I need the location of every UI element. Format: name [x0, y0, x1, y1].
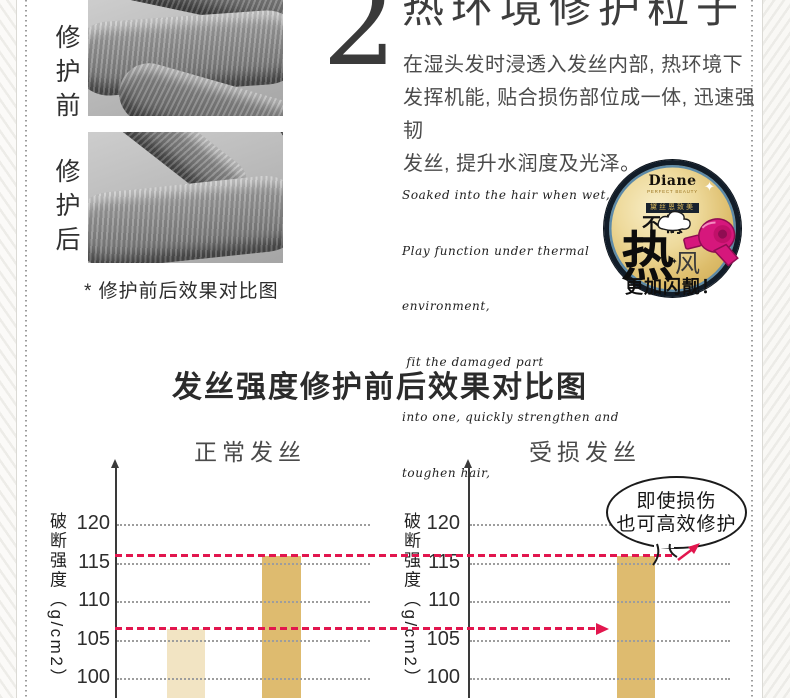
sparkle-icon: ✦: [704, 179, 715, 194]
hair-after-image: [88, 132, 283, 263]
gridline: [117, 639, 370, 642]
chart-subtitle-damaged: 受损发丝: [529, 439, 641, 465]
gridline: [117, 562, 370, 565]
gridline: [470, 678, 730, 680]
body-line: 在湿头发时浸透入发丝内部, 热环境下: [403, 54, 744, 76]
y-axis-arrow-icon: [111, 459, 120, 468]
after-label: 修护后: [52, 158, 80, 260]
diane-logo: Diane PERFECT BEAUTY 黛丝恩致美: [609, 173, 736, 214]
reference-line: [115, 627, 596, 631]
y-tick-label: 110: [78, 589, 110, 611]
hair-before-image: [88, 0, 283, 116]
left-dotted-border: [25, 0, 27, 698]
y-tick-label: 120: [426, 512, 460, 534]
red-up-right-arrow-icon: [677, 543, 700, 561]
brand-chinese: 黛丝恩致美: [646, 202, 699, 213]
bar: [262, 555, 301, 698]
y-axis-label: 破断强度（g/cm2）: [47, 512, 66, 688]
reference-line: [115, 554, 672, 558]
badge-text-bottom: 更加闪靓！: [625, 277, 720, 297]
brand-subtitle: PERFECT BEAUTY: [647, 190, 698, 195]
gridline: [117, 601, 370, 603]
bubble-line: 也可高效修护: [616, 513, 737, 535]
bubble-tail: [652, 543, 678, 566]
right-solid-border: [762, 0, 763, 698]
bar: [617, 555, 655, 698]
brand-name: Diane: [648, 173, 697, 189]
body-line: 发挥机能, 贴合损伤部位成一体, 迅速强韧: [403, 87, 756, 142]
y-axis-arrow-icon: [464, 459, 473, 468]
gridline: [470, 524, 730, 526]
y-tick-label: 120: [76, 512, 110, 534]
badge-text-wind: 风: [675, 250, 701, 278]
bubble-line: 即使损伤: [636, 490, 717, 512]
gridline: [117, 524, 370, 526]
sparkle-icon: ✦: [671, 257, 678, 266]
y-axis: [115, 468, 117, 698]
gridline: [117, 678, 370, 680]
y-tick-label: 105: [426, 627, 460, 650]
left-stripe-pattern: [0, 0, 16, 698]
steam-puff-icon: [657, 210, 691, 234]
badge-text-big: 热: [621, 228, 674, 287]
hair-dryer-icon: [683, 218, 739, 267]
english-caption: Soaked into the hair when wet, Play func…: [402, 188, 619, 480]
left-solid-border: [15, 0, 17, 698]
y-tick-label: 110: [428, 589, 460, 611]
y-tick-label: 105: [76, 627, 110, 650]
chart-title: 发丝强度修护前后效果对比图: [172, 371, 588, 404]
body-line: 发丝, 提升水润度及光泽。: [403, 153, 641, 175]
callout-bubble: 即使损伤 也可高效修护: [606, 476, 747, 549]
y-tick-label: 100: [426, 666, 460, 688]
y-axis: [468, 468, 470, 698]
y-tick-label: 115: [78, 550, 110, 573]
heat-proof-badge: Diane PERFECT BEAUTY 黛丝恩致美 不惧 热 风 更加闪靓！ …: [604, 160, 741, 297]
gridline: [470, 639, 730, 642]
y-axis-label: 破断强度（g/cm2）: [401, 512, 420, 688]
section-number: 2: [322, 0, 398, 92]
reference-arrow-icon: [596, 622, 609, 635]
section-body: 在湿头发时浸透入发丝内部, 热环境下 发挥机能, 贴合损伤部位成一体, 迅速强韧…: [403, 49, 765, 181]
y-tick-label: 100: [76, 666, 110, 688]
gridline: [470, 562, 730, 565]
compare-caption: * 修护前后效果对比图: [84, 281, 279, 302]
gridline: [470, 601, 730, 603]
before-label: 修护前: [52, 24, 80, 126]
right-stripe-pattern: [763, 0, 790, 698]
section-heading: 热环境修护粒子: [402, 0, 746, 31]
chart-subtitle-normal: 正常发丝: [194, 439, 306, 465]
right-dotted-border: [751, 0, 753, 698]
